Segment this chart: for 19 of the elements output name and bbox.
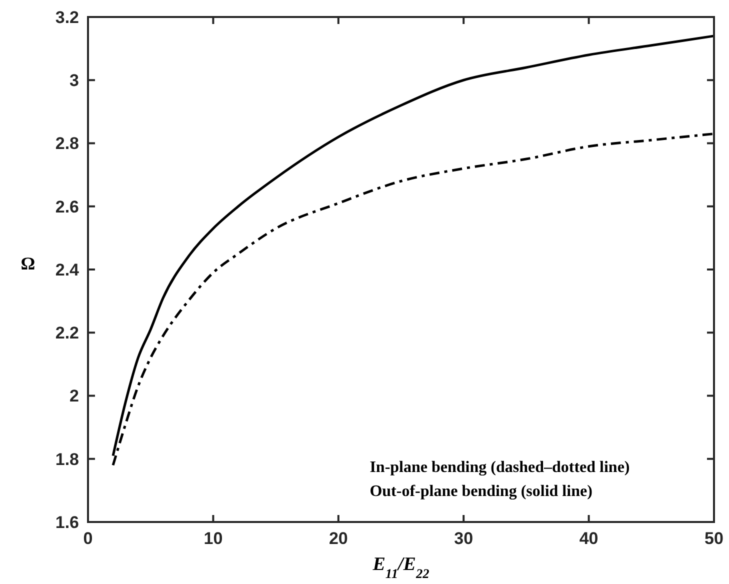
y-tick-label: 2.8 (55, 134, 79, 154)
y-axis-title: Ω (20, 254, 36, 274)
y-tick-label: 2.2 (55, 324, 79, 343)
x-tick-label: 30 (454, 529, 474, 548)
x-tick-label: 10 (204, 529, 223, 548)
y-tick-label: 2.4 (55, 260, 80, 280)
x-axis-title: E$_{11}$/E$_{22}$ (372, 554, 430, 580)
y-tick-label: 1.8 (55, 450, 79, 469)
annotation: Out-of-plane bending (solid line) (370, 483, 592, 500)
x-tick-label: 0 (83, 529, 93, 548)
y-tick-label: 3.2 (55, 8, 79, 27)
annotation: In-plane bending (dashed–dotted line) (370, 459, 630, 476)
x-tick-label: 20 (328, 529, 348, 548)
y-tick-label: 3 (70, 71, 79, 90)
y-tick-label: 2 (70, 386, 79, 406)
x-tick-label: 40 (579, 529, 598, 548)
y-tick-label: 2.6 (55, 197, 79, 216)
y-tick-label: 1.6 (55, 512, 79, 532)
x-tick-label: 50 (704, 529, 724, 548)
